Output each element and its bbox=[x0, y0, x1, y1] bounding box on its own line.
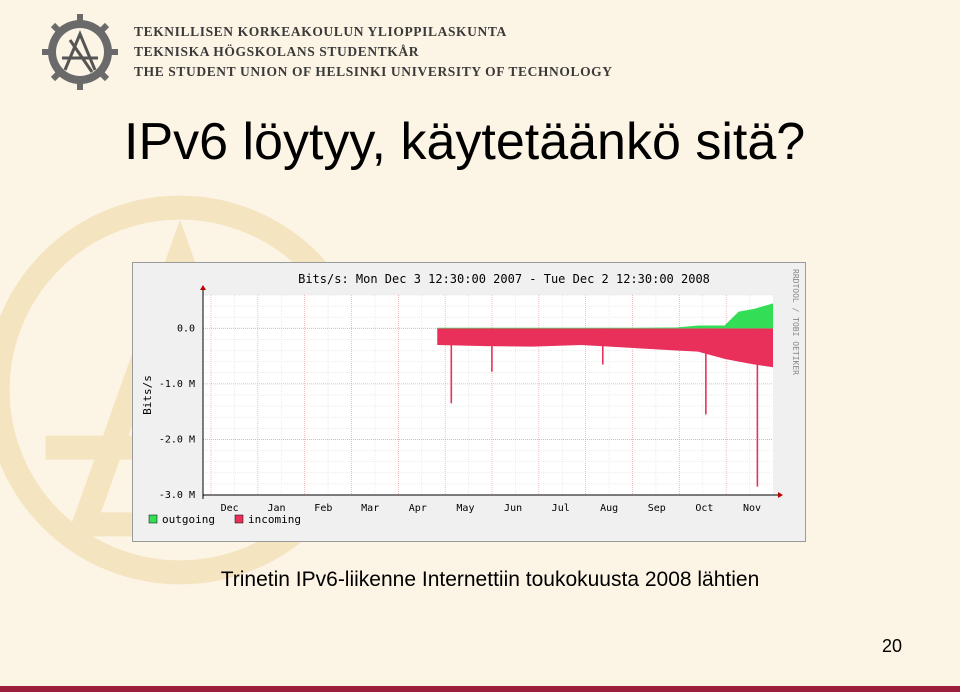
chart-canvas: 0.0 -1.0 M -2.0 M -3.0 M Dec Jan Feb Mar Apr May J… bbox=[141, 269, 800, 526]
x-tick-label: May bbox=[456, 503, 474, 514]
x-tick-label: Jun bbox=[504, 503, 522, 514]
slide-caption: Trinetin IPv6-liikenne Internettiin touk… bbox=[220, 568, 760, 591]
x-tick-label: Dec bbox=[221, 503, 239, 514]
legend-swatch-incoming bbox=[234, 514, 244, 524]
organization-line-1: TEKNILLISEN KORKEAKOULUN YLIOPPILASKUNTA bbox=[134, 24, 507, 39]
x-tick-label: Nov bbox=[743, 503, 761, 514]
traffic-chart: 0.0 -1.0 M -2.0 M -3.0 M Dec Jan Feb Mar Apr May J… bbox=[132, 262, 806, 542]
y-tick-label: -2.0 M bbox=[159, 434, 195, 445]
outgoing-area bbox=[437, 303, 773, 329]
x-tick-label: Feb bbox=[314, 503, 332, 514]
x-tick-label: Mar bbox=[361, 503, 379, 514]
legend-label-outgoing: outgoing bbox=[162, 513, 215, 526]
x-tick-label: Apr bbox=[409, 503, 427, 514]
organization-line-2: TEKNISKA HÖGSKOLANS STUDENTKÅR bbox=[134, 44, 420, 59]
legend-swatch-outgoing bbox=[148, 514, 158, 524]
organization-line-3: THE STUDENT UNION OF HELSINKI UNIVERSITY… bbox=[134, 64, 613, 79]
x-tick-label: Jan bbox=[267, 503, 285, 514]
x-tick-label: Aug bbox=[600, 503, 618, 514]
bottom-accent-bar bbox=[0, 686, 960, 692]
x-axis-arrow bbox=[778, 492, 783, 498]
chart-title: Bits/s: Mon Dec 3 12:30:00 2007 - Tue De… bbox=[298, 272, 710, 286]
y-axis-arrow bbox=[200, 285, 206, 290]
slide-title: IPv6 löytyy, käytetäänkö sitä? bbox=[124, 113, 806, 171]
x-tick-label: Oct bbox=[695, 503, 713, 514]
y-tick-label: 0.0 bbox=[177, 323, 195, 334]
y-axis-label: Bits/s bbox=[141, 375, 154, 415]
x-tick-label: Sep bbox=[648, 503, 666, 514]
y-tick-label: -3.0 M bbox=[159, 490, 195, 501]
y-tick-label: -1.0 M bbox=[159, 379, 195, 390]
x-tick-label: Jul bbox=[552, 503, 570, 514]
incoming-area bbox=[437, 328, 773, 368]
student-union-logo bbox=[42, 14, 118, 90]
legend-label-incoming: incoming bbox=[248, 513, 301, 526]
page-number: 20 bbox=[881, 636, 902, 656]
rrdtool-credit: RRDTOOL / TOBI OETIKER bbox=[791, 269, 800, 375]
organization-name: TEKNILLISEN KORKEAKOULUN YLIOPPILASKUNTA… bbox=[134, 22, 613, 82]
